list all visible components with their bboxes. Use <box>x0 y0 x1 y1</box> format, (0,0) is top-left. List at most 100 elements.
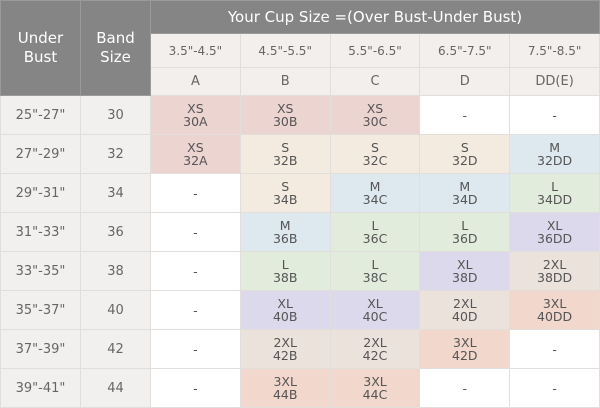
table-row: 27"-29" 32 XS 32A S 32B S 32C S 32D M 32DD <box>0 134 600 174</box>
letter-size: XS <box>276 101 294 116</box>
band-size-cell: 44 <box>80 368 151 408</box>
letter-size: M <box>279 218 291 233</box>
cup-letter-header: B <box>239 67 331 96</box>
size-cell: L 36C <box>329 212 421 252</box>
cup-range-header: 7.5"-8.5" <box>509 33 600 68</box>
band-size-cell: 42 <box>80 329 151 369</box>
band-size-cell: 32 <box>80 134 151 174</box>
size-cell: - <box>419 95 511 135</box>
size-cell: - <box>150 368 241 408</box>
bra-size: 32D <box>452 153 478 168</box>
cup-letter-header: DD(E) <box>509 67 600 96</box>
bra-size: 38D <box>452 270 478 285</box>
size-cell: - <box>509 368 600 408</box>
bra-size: 36C <box>362 231 388 246</box>
size-cell: - <box>150 290 241 330</box>
table-row: 25"-27" 30 XS 30A XS 30B XS 30C - - <box>0 95 600 135</box>
bra-size: 30A <box>183 114 208 129</box>
size-cell: 3XL 44B <box>239 368 331 408</box>
size-cell: M 34D <box>419 173 511 213</box>
letter-size: - <box>193 224 198 240</box>
bra-size: 30B <box>272 114 298 129</box>
bra-size: 34D <box>452 192 478 207</box>
band-size-cell: 40 <box>80 290 151 330</box>
letter-size: 2XL <box>363 335 387 350</box>
letter-size: - <box>462 107 468 123</box>
size-cell: L 36D <box>419 212 511 252</box>
size-cell: XS 30A <box>150 95 241 135</box>
under-bust-cell: 39"-41" <box>0 368 81 408</box>
bra-size: 32DD <box>537 153 573 168</box>
bra-size: 40DD <box>537 309 573 324</box>
size-cell: S 32B <box>239 134 331 174</box>
cup-letter-header: D <box>419 67 511 96</box>
letter-size: S <box>460 140 469 155</box>
bra-size: 32B <box>272 153 298 168</box>
band-size-header: Band Size <box>80 0 151 96</box>
size-cell: XS 30C <box>329 95 421 135</box>
cup-letter-header: C <box>329 67 421 96</box>
letter-size: - <box>193 263 198 279</box>
letter-size: M <box>459 179 471 194</box>
size-cell: XS 30B <box>239 95 331 135</box>
letter-size: M <box>369 179 381 194</box>
under-bust-cell: 25"-27" <box>0 95 81 135</box>
size-cell: 2XL 42C <box>329 329 421 369</box>
table-row: 39"-41" 44-3XL 44B 3XL 44C - - <box>0 368 600 408</box>
size-cell: 2XL 38DD <box>509 251 600 291</box>
size-cell: M 36B <box>239 212 331 252</box>
letter-size: - <box>193 380 198 396</box>
cup-letter-header: A <box>150 67 241 96</box>
under-bust-header: Under Bust <box>0 0 81 96</box>
bra-size: 40D <box>452 309 478 324</box>
letter-size: - <box>193 185 198 201</box>
table-row: 31"-33" 36- M 36B L 36C L 36D XL 36DD <box>0 212 600 252</box>
letter-size: - <box>552 107 557 123</box>
size-cell: XS 32A <box>150 134 241 174</box>
bra-size: 36DD <box>537 231 573 246</box>
bra-size: 32A <box>183 153 208 168</box>
band-size-cell: 30 <box>80 95 151 135</box>
size-cell: - <box>150 251 241 291</box>
size-cell: XL 40B <box>239 290 331 330</box>
bra-size: 36B <box>272 231 298 246</box>
size-cell: - <box>150 329 241 369</box>
bra-size: 34DD <box>537 192 573 207</box>
cup-range-header: 5.5"-6.5" <box>329 33 421 68</box>
table-row: 37"-39" 42-2XL 42B 2XL 42C 3XL 42D - <box>0 329 600 369</box>
under-bust-cell: 27"-29" <box>0 134 81 174</box>
cup-size-title: Your Cup Size =(Over Bust-Under Bust) <box>150 0 600 34</box>
cup-range-header: 4.5"-5.5" <box>239 33 331 68</box>
size-cell: 3XL 44C <box>329 368 421 408</box>
under-bust-cell: 35"-37" <box>0 290 81 330</box>
size-cell: - <box>150 212 241 252</box>
letter-size: XL <box>546 218 563 233</box>
letter-size: 3XL <box>542 296 567 311</box>
letter-size: XL <box>277 296 293 311</box>
size-cell: XL 36DD <box>509 212 600 252</box>
bra-size: 42C <box>362 348 388 363</box>
table-row: 35"-37" 40- XL 40B XL 40C 2XL 40D 3XL 40DD <box>0 290 600 330</box>
bra-size: 38C <box>362 270 388 285</box>
under-bust-cell: 29"-31" <box>0 173 81 213</box>
letter-size: 3XL <box>363 374 387 389</box>
size-cell: M 32DD <box>509 134 600 174</box>
band-size-cell: 38 <box>80 251 151 291</box>
size-cell: L 34DD <box>509 173 600 213</box>
letter-size: XS <box>187 140 204 155</box>
letter-size: 3XL <box>273 374 297 389</box>
size-cell: M 34C <box>329 173 421 213</box>
cup-range-header: 3.5"-4.5" <box>150 33 241 68</box>
size-cell: L 38C <box>329 251 421 291</box>
letter-size: - <box>193 302 198 318</box>
letter-size: L <box>461 218 469 233</box>
size-cell: S 34B <box>239 173 331 213</box>
letter-size: 2XL <box>453 296 477 311</box>
letter-size: S <box>281 179 290 194</box>
under-bust-cell: 37"-39" <box>0 329 81 369</box>
size-cell: L 38B <box>239 251 331 291</box>
bra-size: 40B <box>272 309 298 324</box>
size-cell: 2XL 42B <box>239 329 331 369</box>
table-row: 33"-35" 38- L 38B L 38C XL 38D 2XL 38DD <box>0 251 600 291</box>
bra-size: 44B <box>272 387 298 402</box>
